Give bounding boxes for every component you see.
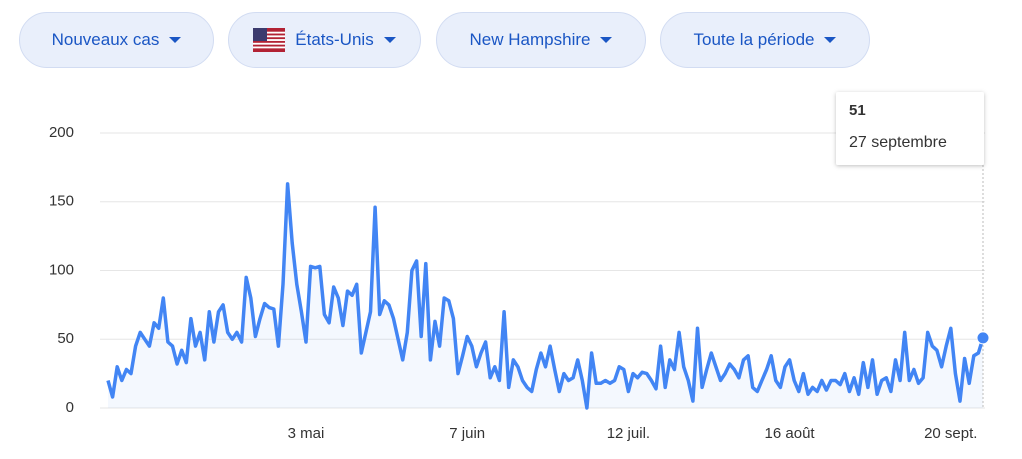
caret [383,37,396,43]
dropdown-label: Nouveaux cas [51,30,160,49]
metric-dropdown[interactable]: Nouveaux cas [19,12,214,68]
caret [600,37,613,43]
x-tick-label: 3 mai [288,425,325,442]
area [108,183,983,408]
y-tick-label: 100 [49,261,74,278]
y-tick-label: 200 [49,124,74,141]
caret [169,37,182,43]
tooltip-value: 51 [849,102,866,119]
x-tick-label: 7 juin [449,425,485,442]
x-tick-label: 16 août [765,425,816,442]
x-tick-label: 20 sept. [924,425,977,442]
country-dropdown[interactable]: États-Unis [228,12,421,68]
y-tick-label: 50 [57,330,74,347]
dropdown-label: Toute la période [693,30,815,49]
tooltip-box [836,92,984,165]
y-tick-label: 150 [49,193,74,210]
dropdown-label: New Hampshire [469,30,591,49]
flag [253,28,286,52]
y-tick-label: 0 [66,399,74,416]
x-tick-label: 12 juil. [607,425,650,442]
period-dropdown[interactable]: Toute la période [660,12,870,68]
hover-point [976,331,990,345]
line [106,182,985,410]
dropdown-label: États-Unis [295,30,374,49]
caret [824,37,837,43]
region-dropdown[interactable]: New Hampshire [436,12,646,68]
tooltip-date: 27 septembre [849,134,947,151]
